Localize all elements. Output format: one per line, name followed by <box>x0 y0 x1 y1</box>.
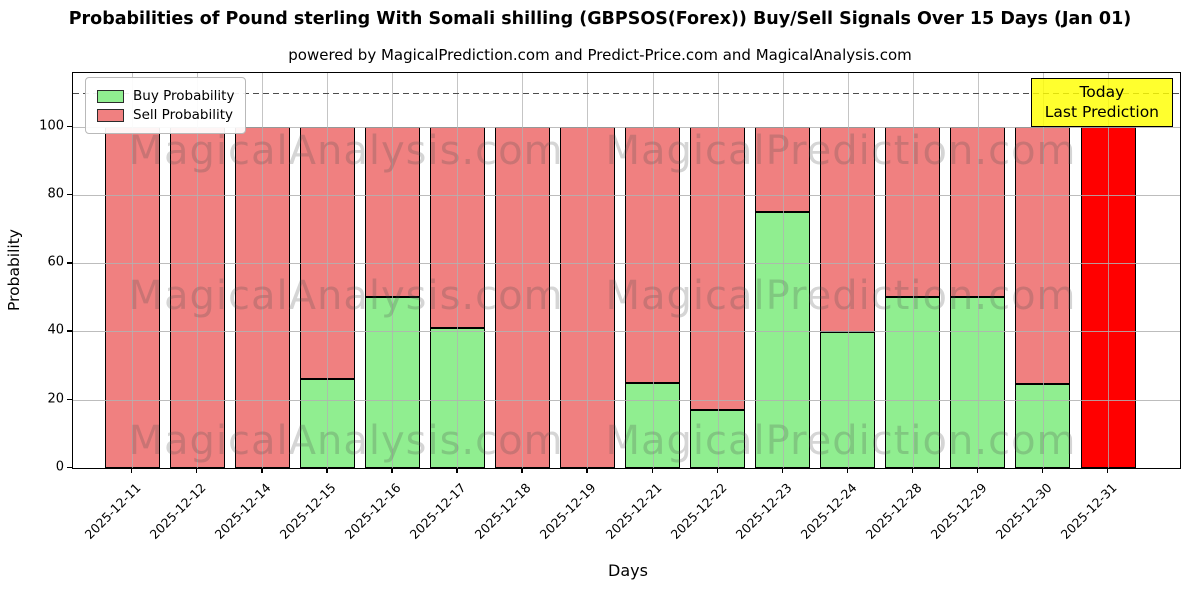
x-tick-label: 2025-12-31 <box>1057 480 1120 542</box>
legend-item-buy: Buy Probability <box>97 88 234 104</box>
y-tick-label: 40 <box>47 322 64 338</box>
x-tick-mark <box>651 468 653 474</box>
y-tick-mark <box>67 330 72 332</box>
x-tick-label: 2025-12-14 <box>211 480 274 542</box>
x-tick-label: 2025-12-30 <box>992 480 1055 542</box>
x-tick-label: 2025-12-28 <box>862 480 925 542</box>
gridline-x <box>457 73 459 468</box>
watermark-text: MagicalAnalysis.com <box>128 128 564 174</box>
x-tick-mark <box>976 468 979 474</box>
watermark-text: MagicalAnalysis.com <box>128 418 564 464</box>
x-tick-label: 2025-12-15 <box>276 480 339 542</box>
legend-label-buy: Buy Probability <box>133 88 235 104</box>
today-line2: Last Prediction <box>1044 103 1159 122</box>
gridline-x <box>1042 73 1044 468</box>
y-tick-mark <box>67 467 72 469</box>
watermark-text: MagicalPrediction.com <box>605 273 1077 319</box>
gridline-x <box>392 73 394 468</box>
gridline-x <box>847 73 849 468</box>
x-tick-mark <box>391 468 393 474</box>
gridline-y-60 <box>73 263 1180 265</box>
x-tick-mark <box>846 468 849 474</box>
x-tick-mark <box>1107 468 1109 474</box>
gridline-x <box>717 73 719 468</box>
plot-area: MagicalAnalysis.com MagicalPrediction.com… <box>72 72 1181 469</box>
x-tick-mark <box>456 468 458 474</box>
x-tick-mark <box>521 468 523 474</box>
watermark-text: MagicalPrediction.com <box>605 418 1077 464</box>
x-tick-mark <box>261 468 263 474</box>
x-tick-label: 2025-12-22 <box>667 480 730 542</box>
x-tick-mark <box>196 468 198 474</box>
legend: Buy Probability Sell Probability <box>85 77 247 134</box>
x-tick-mark <box>131 468 133 474</box>
x-tick-label: 2025-12-24 <box>797 480 860 542</box>
gridline-x <box>912 73 914 468</box>
y-tick-label: 0 <box>55 459 64 475</box>
gridline-y-20 <box>73 399 1180 401</box>
legend-label-sell: Sell Probability <box>133 107 234 123</box>
gridline-y-40 <box>73 331 1180 333</box>
x-tick-mark <box>326 468 328 474</box>
x-tick-mark <box>716 468 719 474</box>
gridline-y-100 <box>73 126 1180 128</box>
y-axis-label: Probability <box>5 229 23 311</box>
gridline-x <box>782 73 784 468</box>
y-tick-label: 80 <box>47 186 64 202</box>
gridline-x <box>587 73 589 468</box>
gridline-x <box>262 73 264 468</box>
gridline-x <box>132 73 133 468</box>
threshold-dashed-line <box>73 92 1180 94</box>
buy-swatch-icon <box>97 89 124 103</box>
gridline-x <box>977 73 979 468</box>
x-tick-label: 2025-12-12 <box>146 480 209 542</box>
gridline-x <box>327 73 329 468</box>
gridline-x <box>197 73 199 468</box>
y-tick-mark <box>67 398 72 401</box>
x-tick-label: 2025-12-17 <box>406 480 469 542</box>
x-tick-mark <box>781 468 784 474</box>
chart-title: Probabilities of Pound sterling With Som… <box>68 9 1132 29</box>
x-tick-label: 2025-12-18 <box>472 480 535 542</box>
x-tick-mark <box>911 468 914 474</box>
y-tick-label: 60 <box>47 254 64 270</box>
y-tick-mark <box>67 262 72 264</box>
y-tick-label: 20 <box>47 391 64 407</box>
x-tick-label: 2025-12-21 <box>602 480 665 542</box>
x-tick-label: 2025-12-16 <box>341 480 404 542</box>
chart-subtitle: powered by MagicalPrediction.com and Pre… <box>288 46 912 64</box>
gridline-x <box>522 73 524 468</box>
watermark-text: MagicalPrediction.com <box>605 128 1077 174</box>
today-annotation-box: Today Last Prediction <box>1030 78 1173 127</box>
x-tick-label: 2025-12-19 <box>537 480 600 542</box>
y-tick-mark <box>67 193 72 196</box>
gridline-x <box>652 73 654 468</box>
x-tick-label: 2025-12-29 <box>927 480 990 542</box>
gridline-y-80 <box>73 194 1180 196</box>
y-tick-mark <box>67 125 72 128</box>
y-tick-label: 100 <box>39 118 64 134</box>
legend-item-sell: Sell Probability <box>97 107 234 123</box>
x-tick-label: 2025-12-23 <box>732 480 795 542</box>
x-tick-mark <box>1041 468 1044 474</box>
sell-swatch-icon <box>97 108 124 122</box>
watermark-text: MagicalAnalysis.com <box>128 273 564 319</box>
gridline-x <box>1108 73 1110 468</box>
x-axis-label: Days <box>608 561 648 580</box>
x-tick-label: 2025-12-11 <box>81 480 144 542</box>
x-tick-mark <box>586 468 588 474</box>
today-line1: Today <box>1079 83 1125 101</box>
